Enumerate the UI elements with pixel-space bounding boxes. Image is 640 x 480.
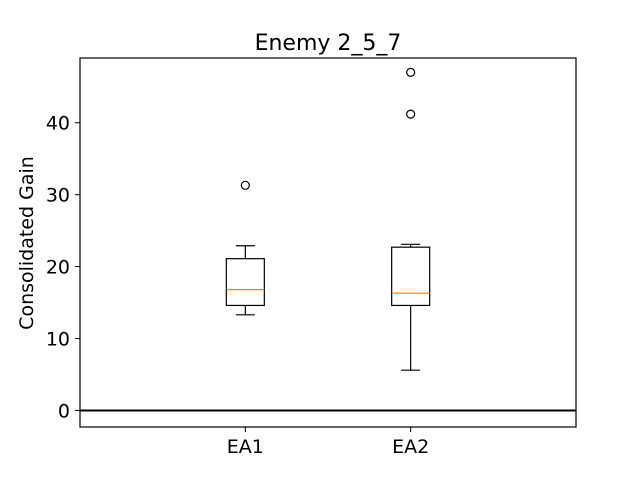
plot-frame (79, 57, 577, 428)
outlier-point (406, 109, 416, 119)
x-tick-label: EA2 (392, 436, 429, 458)
y-tick-label: 10 (46, 329, 70, 351)
y-tick-label: 40 (46, 113, 70, 135)
x-tick-label: EA1 (227, 436, 264, 458)
box-ea2 (391, 246, 431, 307)
y-tick-label: 30 (46, 185, 70, 207)
box-ea1 (225, 258, 265, 307)
outlier-point (406, 67, 416, 77)
plot-area (75, 67, 576, 432)
chart-title: Enemy 2_5_7 (255, 31, 402, 56)
y-tick-label: 0 (58, 400, 70, 422)
y-axis-label: Consolidated Gain (16, 156, 38, 330)
outlier-point (240, 180, 250, 190)
y-tick-label: 20 (46, 257, 70, 279)
